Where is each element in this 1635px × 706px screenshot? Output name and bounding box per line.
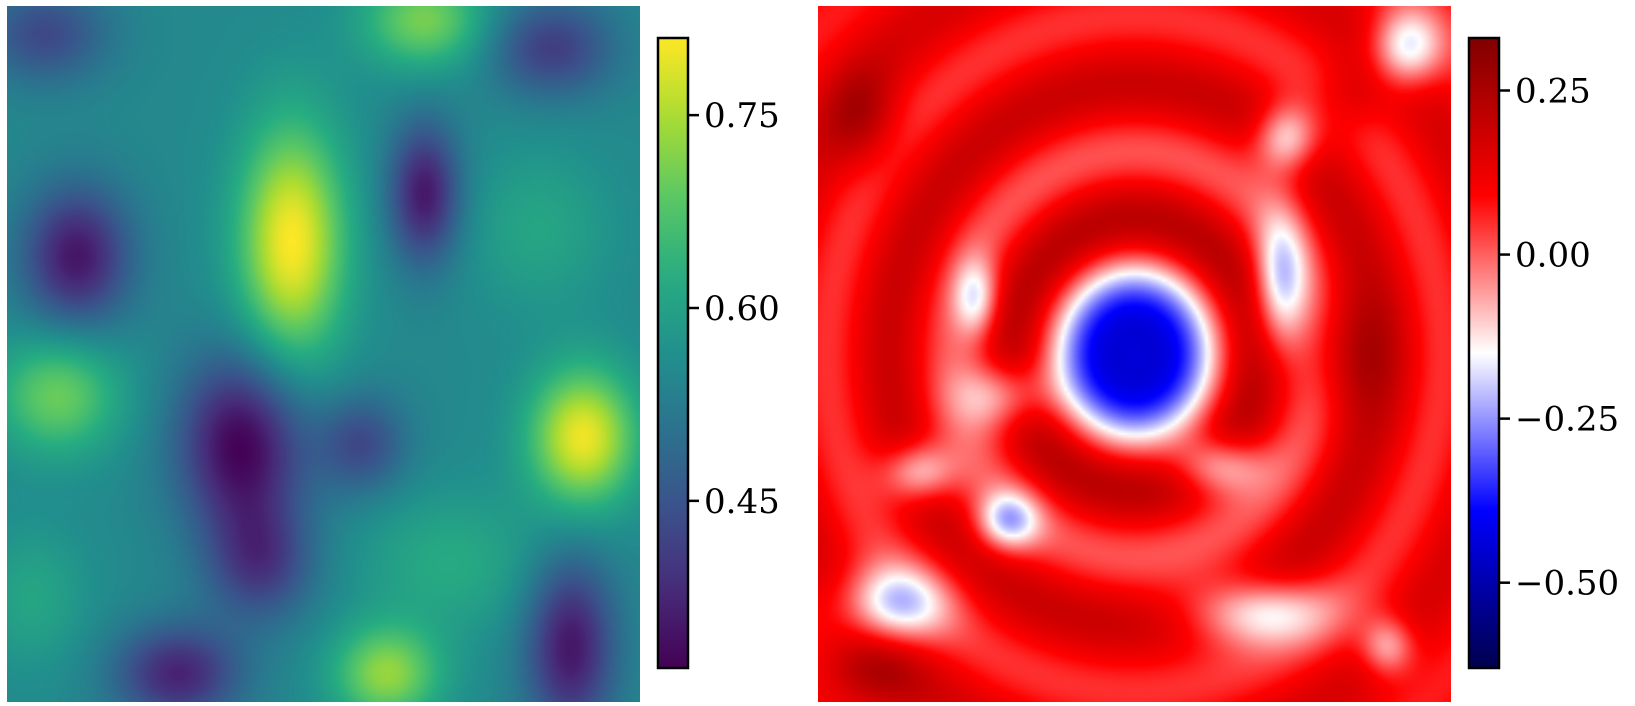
right-colorbar: −0.50 −0.25 0.00 0.25 [1467,36,1619,670]
left-colorbar-tick-label: 0.45 [704,482,780,522]
right-colorbar-tick-label: −0.50 [1515,564,1619,604]
right-colorbar-ticks: −0.50 −0.25 0.00 0.25 [1499,72,1619,604]
right-colorbar-tick-label: 0.00 [1515,236,1591,276]
left-heatmap-image [7,6,640,702]
right-colorbar-tick-label: −0.25 [1515,400,1619,440]
left-colorbar: 0.45 0.60 0.75 [656,36,780,670]
left-colorbar-frame [656,36,690,670]
left-colorbar-gradient [658,38,688,668]
left-heatmap-panel [7,6,640,702]
left-colorbar-tick-label: 0.75 [704,96,780,136]
left-colorbar-ticks: 0.45 0.60 0.75 [688,96,780,522]
right-colorbar-tick-label: 0.25 [1515,72,1591,112]
right-heatmap-image [818,6,1451,702]
right-heatmap-panel [818,6,1451,702]
right-colorbar-gradient [1469,38,1499,668]
right-colorbar-frame [1467,36,1501,670]
left-colorbar-tick-label: 0.60 [704,289,780,329]
